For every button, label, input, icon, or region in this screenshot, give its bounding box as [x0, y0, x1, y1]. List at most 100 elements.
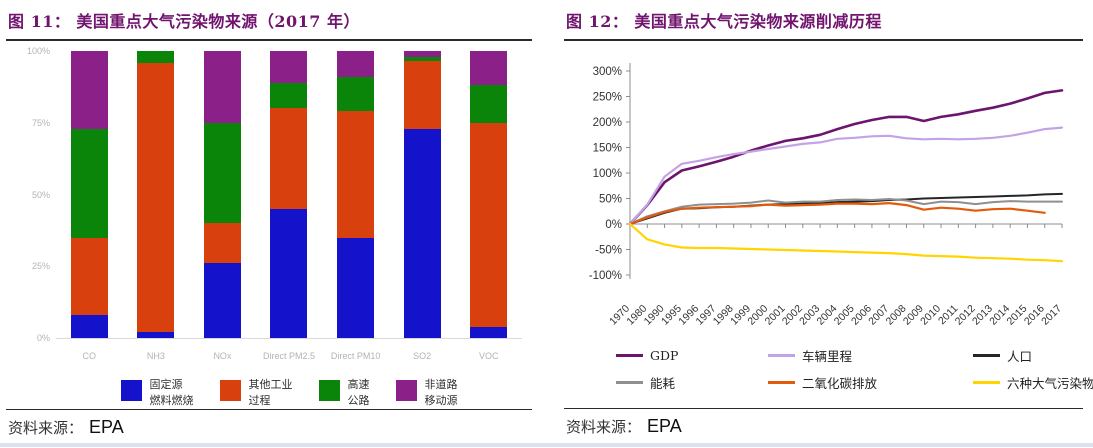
bar-column-nox: [203, 51, 241, 338]
figure-12-title: 图 12： 美国重点大气污染物来源削减历程: [564, 4, 1083, 41]
bar-segment: [137, 51, 175, 63]
legend-item-车辆里程: 车辆里程: [768, 346, 973, 365]
series-line-能耗: [629, 198, 1063, 225]
bar-x-label: NH3: [146, 351, 165, 361]
legend-item-高速公路: 高速 公路: [318, 377, 370, 409]
line-chart: -100% -50% 0% 50% 100% 150% 200% 250% 300% 1970 19…: [564, 43, 1083, 344]
legend-line-swatch: [768, 354, 795, 357]
bar-chart-legend: 固定源 燃料燃烧 其他工业 过程 高速 公路 非道路 移动源: [46, 377, 532, 409]
legend-item-固定源燃料燃烧: 固定源 燃料燃烧: [120, 377, 194, 409]
bar-segment: [337, 111, 375, 238]
bar-segment: [270, 208, 308, 338]
figure-11-label: 图 11：: [8, 12, 71, 31]
bar-x-label: VOC: [479, 351, 499, 361]
legend-swatch: [219, 380, 241, 401]
y-tick-label: 300%: [593, 66, 622, 78]
bar-segment: [70, 315, 108, 338]
panel-figure-12: 图 12： 美国重点大气污染物来源削减历程 -100% -50% 0% 50% 100% 1…: [546, 0, 1093, 447]
bar-column-co: [70, 51, 108, 338]
bar-segment: [70, 51, 108, 129]
legend-line-swatch: [616, 354, 643, 357]
legend-label: 其他工业 过程: [248, 378, 293, 407]
bar-segment: [137, 332, 175, 338]
bar-x-label: SO2: [413, 351, 432, 361]
bar-segment: [337, 51, 375, 77]
legend-label: 非道路 移动源: [424, 378, 458, 407]
bar-segment: [203, 51, 241, 123]
bar-segment: [470, 122, 508, 327]
bar-x-label: Direct PM2.5: [263, 351, 316, 361]
y-tick-label: 100%: [593, 168, 622, 180]
line-chart-canvas: -100%-50%0%50%100%150%200%250%300%197019…: [589, 63, 1064, 328]
y-tick-label: 250%: [593, 92, 622, 104]
bar-segment: [270, 51, 308, 83]
bar-segment: [270, 108, 308, 209]
legend-item-人口: 人口: [973, 346, 1093, 365]
bar-segment: [470, 51, 508, 86]
bar-column-direct-pm2-5: [270, 51, 308, 338]
bar-y-tick: 100%: [26, 46, 50, 56]
bar-segment: [70, 128, 108, 238]
series-line-六种大气污染物排放: [628, 222, 1064, 263]
legend-label: 固定源 燃料燃烧: [149, 378, 194, 407]
legend-line-swatch: [768, 381, 795, 384]
legend-label: 二氧化碳排放: [802, 376, 878, 391]
figure-11-title-text: 美国重点大气污染物来源（2017 年）: [76, 12, 360, 31]
bar-segment: [470, 326, 508, 338]
bar-segment: [403, 56, 441, 62]
series-line-GDP: [628, 89, 1064, 226]
legend-label: 车辆里程: [802, 349, 853, 364]
legend-item-非道路移动源: 非道路 移动源: [395, 377, 458, 409]
bar-columns: [56, 51, 522, 338]
legend-swatch: [395, 380, 417, 401]
bar-y-tick: 25%: [31, 261, 50, 272]
figure-11-title: 图 11： 美国重点大气污染物来源（2017 年）: [6, 4, 532, 41]
legend-item-其他工业过程: 其他工业 过程: [219, 377, 293, 409]
bar-plot-area: 0% 25% 50% 75% 100%: [27, 46, 522, 343]
legend-line-swatch: [616, 381, 643, 384]
figure-12-title-text: 美国重点大气污染物来源削减历程: [634, 12, 882, 31]
legend-item-能耗: 能耗: [616, 373, 768, 392]
y-tick-label: -100%: [589, 270, 622, 282]
bar-column-voc: [470, 51, 508, 338]
stacked-bar-chart: 0% 25% 50% 75% 100% CO NH3 NOx Direct PM2.5 Dire…: [27, 46, 528, 365]
figure-11-source: 资料来源： EPA: [6, 408, 532, 448]
bar-category-axis: CO NH3 NOx Direct PM2.5 Direct PM10 SO2 VOC: [56, 351, 522, 361]
bar-column-so2: [403, 51, 441, 338]
bar-x-label: NOx: [213, 351, 232, 361]
legend-label: 高速 公路: [347, 378, 370, 407]
bar-segment: [270, 82, 308, 109]
bar-segment: [470, 85, 508, 123]
y-tick-label: 50%: [599, 194, 622, 206]
bar-segment: [403, 128, 441, 338]
series-line-二氧化碳排放: [628, 202, 1046, 226]
series-line-车辆里程: [628, 126, 1064, 226]
bar-y-tick: 75%: [31, 117, 50, 128]
bar-segment: [403, 51, 441, 57]
legend-label: 人口: [1007, 349, 1033, 364]
bar-segment: [70, 237, 108, 316]
source-value: EPA: [647, 416, 682, 436]
bar-column-direct-pm10: [337, 51, 375, 338]
bar-segment: [337, 237, 375, 338]
legend-item-六种大气污染物排放: 六种大气污染物排放: [973, 373, 1093, 392]
source-label: 资料来源：: [566, 418, 642, 436]
y-tick-label: 200%: [593, 117, 622, 129]
bar-segment: [203, 263, 241, 338]
x-axis-label: 2017: [1039, 303, 1064, 328]
y-tick-label: 150%: [593, 143, 622, 155]
figure-12-label: 图 12：: [566, 12, 629, 31]
y-tick-label: -50%: [595, 245, 622, 257]
bar-segment: [403, 61, 441, 129]
source-label: 资料来源：: [8, 418, 84, 437]
legend-swatch: [318, 380, 340, 401]
legend-label: 能耗: [650, 376, 676, 391]
bar-segment: [203, 122, 241, 224]
y-tick-label: 0%: [605, 219, 622, 231]
bar-segment: [137, 62, 175, 333]
bar-column-nh3: [137, 51, 175, 338]
legend-item-GDP: GDP: [616, 346, 768, 365]
legend-line-swatch: [973, 354, 1000, 357]
bar-x-label: Direct PM10: [330, 351, 381, 361]
